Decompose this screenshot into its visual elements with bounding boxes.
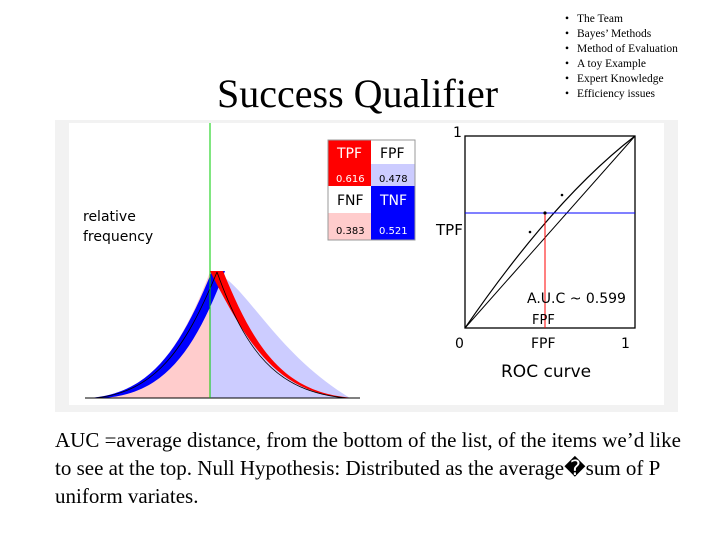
fnf-label: FNF xyxy=(337,193,364,209)
tnf-value-cell xyxy=(371,213,415,240)
roc-y-top-label: 1 xyxy=(453,125,462,141)
noise-curve-band xyxy=(88,271,225,398)
tpf-value: 0.616 xyxy=(336,174,365,185)
roc-origin-label: 0 xyxy=(455,336,464,352)
roc-curve xyxy=(464,135,636,329)
signal-curve-band xyxy=(210,271,355,398)
roc-curve-point xyxy=(528,230,532,234)
fpf-label: FPF xyxy=(380,146,405,162)
fpf-value-cell xyxy=(371,164,415,186)
tnf-cell xyxy=(371,186,415,213)
roc-marker-label: FPF xyxy=(532,313,555,328)
outline-item-bayes-methods[interactable]: Bayes’ Methods xyxy=(563,27,678,42)
confusion-matrix: TPF 0.616 FPF 0.478 FNF 0.383 TNF 0.521 xyxy=(327,139,416,241)
roc-plot: 1 TPF 0 FPF 1 FPF A.U.C ~ 0.599 ROC curv… xyxy=(435,125,636,382)
noise-curve-outline xyxy=(94,271,218,399)
roc-figure: relative frequency TPF 0.616 FPF 0.478 F… xyxy=(55,120,678,412)
signal-curve-outline xyxy=(216,271,348,399)
y-axis-label-line1: relative xyxy=(83,209,136,225)
fnf-cell xyxy=(328,186,371,213)
tpf-cell xyxy=(328,140,371,164)
auc-label: A.U.C ~ 0.599 xyxy=(527,291,626,307)
roc-operating-point xyxy=(543,211,547,215)
tpf-value-cell xyxy=(328,164,371,186)
outline-item-team[interactable]: The Team xyxy=(563,12,678,27)
roc-chance-diagonal xyxy=(464,135,636,329)
matrix-border xyxy=(327,139,416,241)
slide-caption: AUC =average distance, from the bottom o… xyxy=(55,428,681,508)
tnf-label: TNF xyxy=(379,193,407,209)
outline-list: The Team Bayes’ Methods Method of Evalua… xyxy=(563,12,678,102)
outline-item-method-of-evaluation[interactable]: Method of Evaluation xyxy=(563,42,678,57)
y-axis-label-line2: frequency xyxy=(83,229,153,245)
fpf-cell xyxy=(371,140,415,164)
outline-item-toy-example[interactable]: A toy Example xyxy=(563,57,678,72)
outline-item-efficiency-issues[interactable]: Efficiency issues xyxy=(563,87,678,102)
slide-title: Success Qualifier xyxy=(217,71,499,116)
noise-region-fill xyxy=(210,272,350,398)
roc-figure-svg: relative frequency TPF 0.616 FPF 0.478 F… xyxy=(69,123,664,405)
fnf-value: 0.383 xyxy=(336,226,365,237)
outline-item-expert-knowledge[interactable]: Expert Knowledge xyxy=(563,72,678,87)
fnf-value-cell xyxy=(328,213,371,240)
signal-region-fill xyxy=(88,272,210,398)
fpf-value: 0.478 xyxy=(379,174,408,185)
roc-x-axis-label: FPF xyxy=(531,336,556,352)
roc-x-max-label: 1 xyxy=(621,336,630,352)
tnf-value: 0.521 xyxy=(379,226,408,237)
roc-y-axis-label: TPF xyxy=(435,221,463,239)
roc-curve-point xyxy=(560,193,564,197)
roc-curve-title: ROC curve xyxy=(501,362,591,382)
tpf-label: TPF xyxy=(336,146,362,162)
